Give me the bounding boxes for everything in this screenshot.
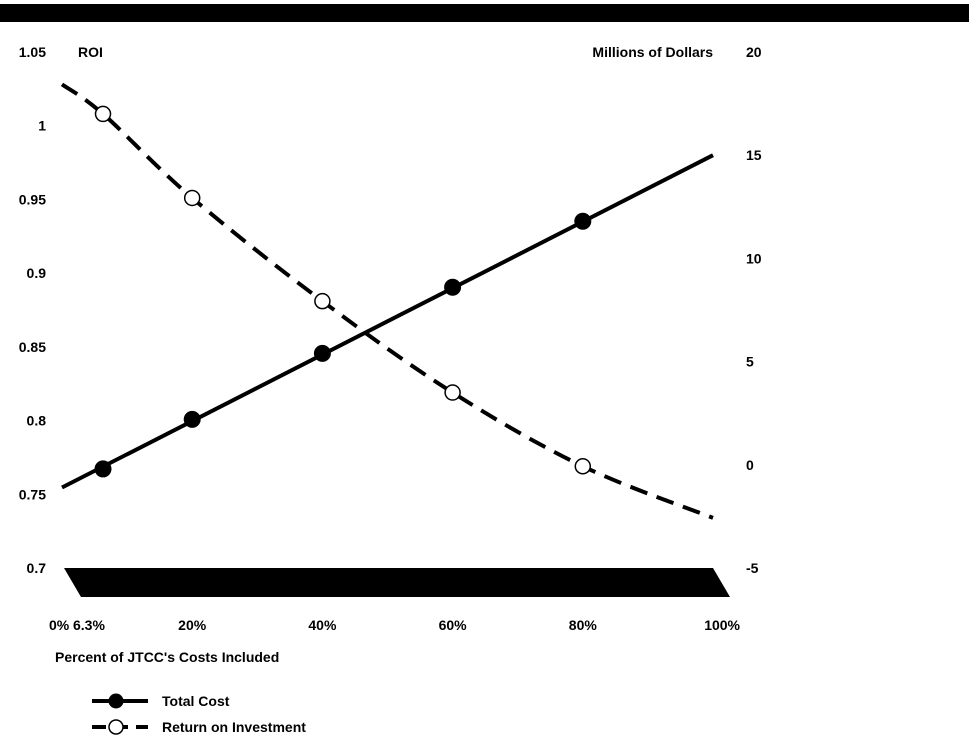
plot-area bbox=[60, 82, 714, 520]
y-right-tick-labels: 20 15 10 5 0 -5 bbox=[746, 44, 762, 576]
x-tick-labels: 0% 6.3% 20% 40% 60% 80% 100% bbox=[49, 617, 741, 633]
y-left-tick-label: 0.75 bbox=[19, 486, 46, 502]
y-left-tick-label: 0.95 bbox=[19, 191, 46, 207]
y-right-axis-title: Millions of Dollars bbox=[592, 44, 713, 60]
total-cost-point bbox=[574, 212, 592, 230]
total-cost-point bbox=[94, 460, 112, 478]
legend-label-total-cost: Total Cost bbox=[162, 693, 230, 709]
y-right-tick-label: 20 bbox=[746, 44, 762, 60]
y-right-tick-label: 10 bbox=[746, 250, 762, 266]
x-tick-label: 6.3% bbox=[73, 617, 105, 633]
roi-point bbox=[94, 105, 112, 123]
roi-line bbox=[60, 82, 714, 520]
y-left-tick-label: 0.7 bbox=[27, 560, 47, 576]
y-left-tick-labels: 1.05 1 0.95 0.9 0.85 0.8 0.75 0.7 bbox=[19, 44, 46, 576]
x-tick-label: 20% bbox=[178, 617, 207, 633]
legend-label-roi: Return on Investment bbox=[162, 719, 306, 735]
x-tick-label: 60% bbox=[439, 617, 468, 633]
y-right-tick-label: 5 bbox=[746, 354, 754, 370]
x-tick-label: 0% bbox=[49, 617, 70, 633]
y-left-tick-label: 1 bbox=[38, 118, 46, 134]
y-left-axis-title: ROI bbox=[78, 44, 103, 60]
x-axis-title: Percent of JTCC's Costs Included bbox=[55, 649, 279, 665]
y-right-tick-label: 15 bbox=[746, 147, 762, 163]
legend-marker-roi bbox=[108, 719, 124, 735]
y-left-tick-label: 1.05 bbox=[19, 44, 46, 60]
roi-point bbox=[444, 384, 461, 401]
legend: Total Cost Return on Investment bbox=[92, 693, 306, 735]
total-cost-point bbox=[183, 410, 201, 428]
y-left-tick-label: 0.8 bbox=[27, 413, 47, 429]
legend-marker-total-cost bbox=[108, 693, 124, 709]
total-cost-line bbox=[61, 153, 714, 490]
top-border-bar bbox=[0, 4, 969, 22]
x-axis-base-band bbox=[64, 568, 730, 597]
x-tick-label: 40% bbox=[308, 617, 337, 633]
roi-point bbox=[314, 292, 331, 310]
x-tick-label: 80% bbox=[569, 617, 598, 633]
x-tick-label: 100% bbox=[704, 617, 740, 633]
y-left-tick-label: 0.85 bbox=[19, 339, 46, 355]
roi-point bbox=[574, 458, 592, 475]
roi-point bbox=[183, 189, 201, 207]
y-right-tick-label: -5 bbox=[746, 560, 759, 576]
y-left-tick-label: 0.9 bbox=[27, 265, 47, 281]
total-cost-point bbox=[313, 344, 331, 362]
total-cost-point bbox=[444, 278, 462, 296]
y-right-tick-label: 0 bbox=[746, 457, 754, 473]
